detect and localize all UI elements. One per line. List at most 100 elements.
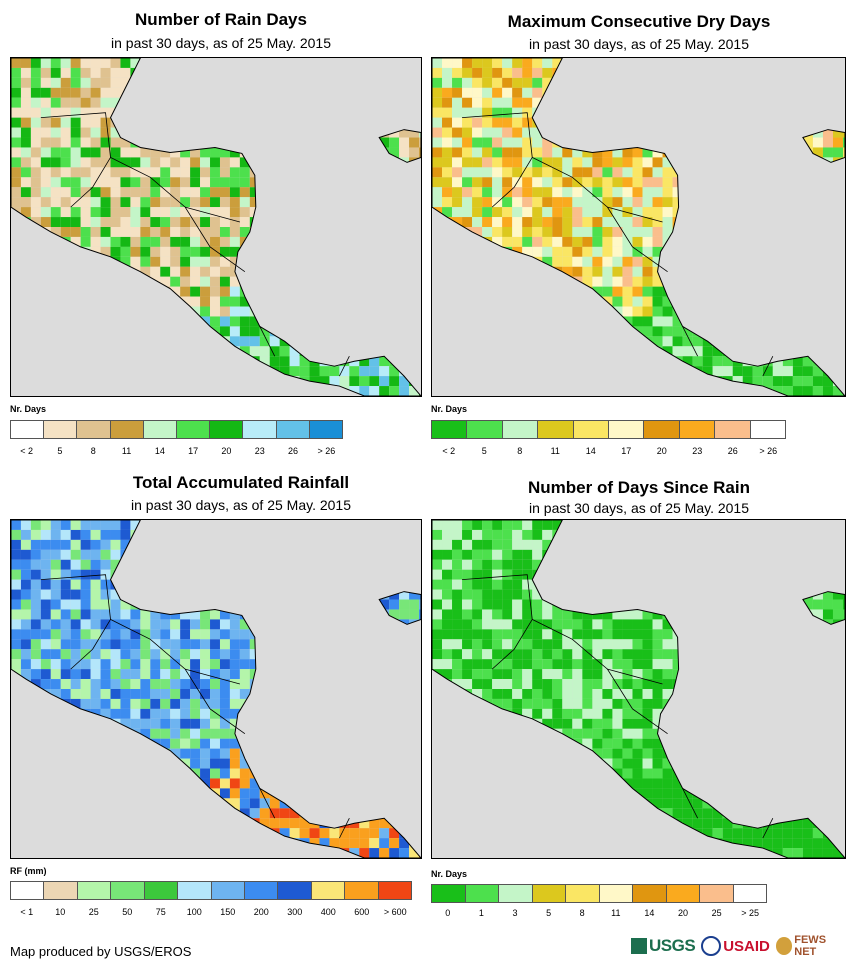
pixel-cell (80, 107, 91, 118)
pixel-cell (339, 296, 350, 307)
pixel-cell (512, 107, 523, 118)
pixel-cell (742, 539, 753, 550)
pixel-cell (442, 529, 453, 540)
pixel-cell (472, 266, 483, 277)
pixel-cell (80, 296, 91, 307)
pixel-cell (200, 67, 211, 78)
pixel-cell (682, 266, 693, 277)
pixel-cell (632, 236, 643, 247)
pixel-cell (612, 67, 623, 78)
pixel-cell (170, 539, 181, 550)
pixel-cell (80, 97, 91, 108)
pixel-cell (190, 788, 201, 799)
pixel-cell (369, 818, 380, 829)
pixel-cell (30, 386, 41, 396)
pixel-cell (419, 708, 421, 719)
pixel-cell (522, 649, 533, 660)
pixel-cell (399, 127, 410, 138)
pixel-cell (482, 520, 493, 530)
pixel-cell (512, 579, 523, 590)
pixel-cell (30, 689, 41, 699)
pixel-cell (472, 589, 483, 600)
pixel-cell (812, 549, 823, 560)
pixel-cell (562, 376, 573, 387)
pixel-cell (349, 376, 360, 387)
pixel-cell (319, 649, 330, 660)
pixel-cell (309, 639, 320, 650)
pixel-cell (200, 738, 211, 749)
pixel-cell (150, 748, 161, 759)
pixel-cell (389, 167, 400, 178)
pixel-cell (802, 197, 813, 208)
pixel-cell (289, 97, 300, 108)
pixel-cell (419, 609, 421, 620)
pixel-cell (642, 559, 653, 570)
pixel-cell (309, 107, 320, 118)
legend-swatch (311, 882, 346, 899)
pixel-cell (642, 97, 653, 108)
pixel-cell (90, 539, 101, 550)
pixel-cell (110, 520, 121, 530)
pixel-cell (160, 266, 171, 277)
pixel-cell (339, 246, 350, 257)
pixel-cell (11, 529, 21, 540)
pixel-cell (452, 58, 463, 68)
pixel-cell (452, 629, 463, 640)
pixel-cell (612, 97, 623, 108)
pixel-cell (309, 197, 320, 208)
pixel-cell (319, 177, 330, 188)
pixel-cell (419, 326, 421, 337)
pixel-cell (462, 306, 473, 317)
pixel-cell (140, 246, 151, 257)
pixel-cell (562, 559, 573, 570)
pixel-cell (379, 768, 390, 779)
pixel-cell (612, 286, 623, 297)
pixel-cell (349, 718, 360, 729)
pixel-cell (140, 157, 151, 168)
pixel-cell (442, 376, 453, 387)
panel4-title: Number of Days Since Rain (527, 478, 750, 497)
pixel-cell (269, 619, 280, 630)
pixel-cell (452, 520, 463, 530)
pixel-cell (812, 117, 823, 128)
pixel-cell (612, 256, 623, 267)
pixel-cell (782, 599, 793, 610)
pixel-cell (752, 266, 763, 277)
pixel-cell (662, 58, 673, 68)
pixel-cell (712, 629, 723, 640)
legend-tick-label: 11 (121, 446, 132, 456)
pixel-cell (622, 599, 633, 610)
pixel-cell (130, 529, 141, 540)
pixel-cell (30, 549, 41, 560)
pixel-cell (772, 177, 783, 188)
pixel-cell (50, 758, 61, 769)
pixel-cell (359, 286, 370, 297)
pixel-cell (792, 117, 803, 128)
pixel-cell (782, 58, 793, 68)
pixel-cell (70, 246, 81, 257)
days-since-rain-map (431, 519, 846, 859)
pixel-cell (762, 276, 773, 287)
pixel-cell (702, 649, 713, 660)
pixel-cell (369, 629, 380, 640)
pixel-cell (752, 559, 763, 570)
pixel-cell (359, 689, 370, 699)
pixel-cell (399, 316, 410, 327)
pixel-cell (60, 649, 71, 660)
pixel-cell (482, 177, 493, 188)
pixel-cell (369, 589, 380, 600)
pixel-cell (30, 758, 41, 769)
pixel-cell (582, 197, 593, 208)
pixel-cell (110, 256, 121, 267)
pixel-cell (512, 609, 523, 620)
pixel-cell (379, 639, 390, 650)
pixel-cell (419, 187, 421, 198)
pixel-cell (80, 346, 91, 357)
pixel-cell (419, 549, 421, 560)
pixel-cell (279, 346, 290, 357)
pixel-cell (100, 306, 111, 317)
pixel-cell (692, 316, 703, 327)
pixel-cell (552, 97, 563, 108)
pixel-cell (279, 217, 290, 227)
pixel-cell (219, 346, 230, 357)
